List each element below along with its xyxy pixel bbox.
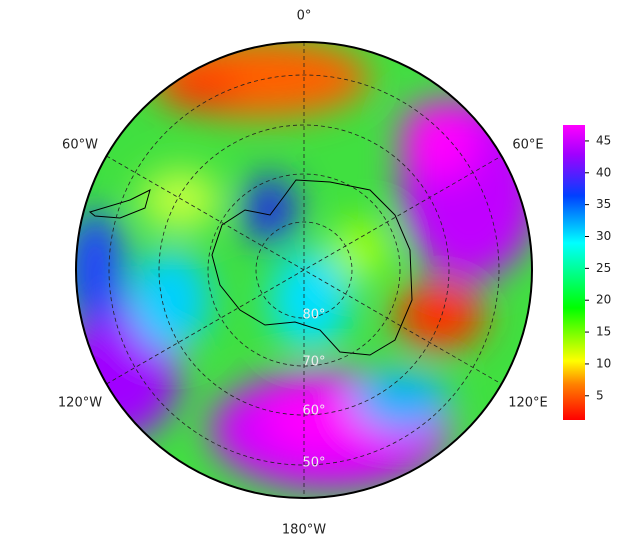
colorbar-tick-label: 5 [596,388,604,402]
latitude-label: 50° [302,456,325,471]
colorbar-tick-label: 20 [596,293,611,307]
longitude-label: 120°E [508,396,548,411]
map-border [75,41,533,499]
colorbar: 5 10 15 20 25 30 35 40 45 [563,125,611,420]
graticule [106,42,502,498]
longitude-label: 60°W [62,138,98,153]
longitude-label: 120°W [58,396,102,411]
colorbar-tick-label: 40 [596,165,611,179]
colorbar-tick-label: 10 [596,356,611,370]
colorbar-tick-label: 45 [596,133,611,147]
latitude-label: 80° [302,308,325,323]
colorbar-tick-label: 30 [596,229,611,243]
coastline [88,189,151,219]
colorbar-ramp [563,125,585,420]
coastline [211,179,413,356]
latitude-label: 60° [302,404,325,419]
longitude-label: 60°E [512,138,543,153]
colorbar-tick-label: 15 [596,325,611,339]
colorbar-tick-label: 25 [596,261,611,275]
longitude-label: 0° [297,9,312,24]
data-field [76,42,532,498]
colorbar-tick-label: 35 [596,197,611,211]
latitude-label: 70° [302,355,325,370]
longitude-label: 180°W [282,523,326,538]
